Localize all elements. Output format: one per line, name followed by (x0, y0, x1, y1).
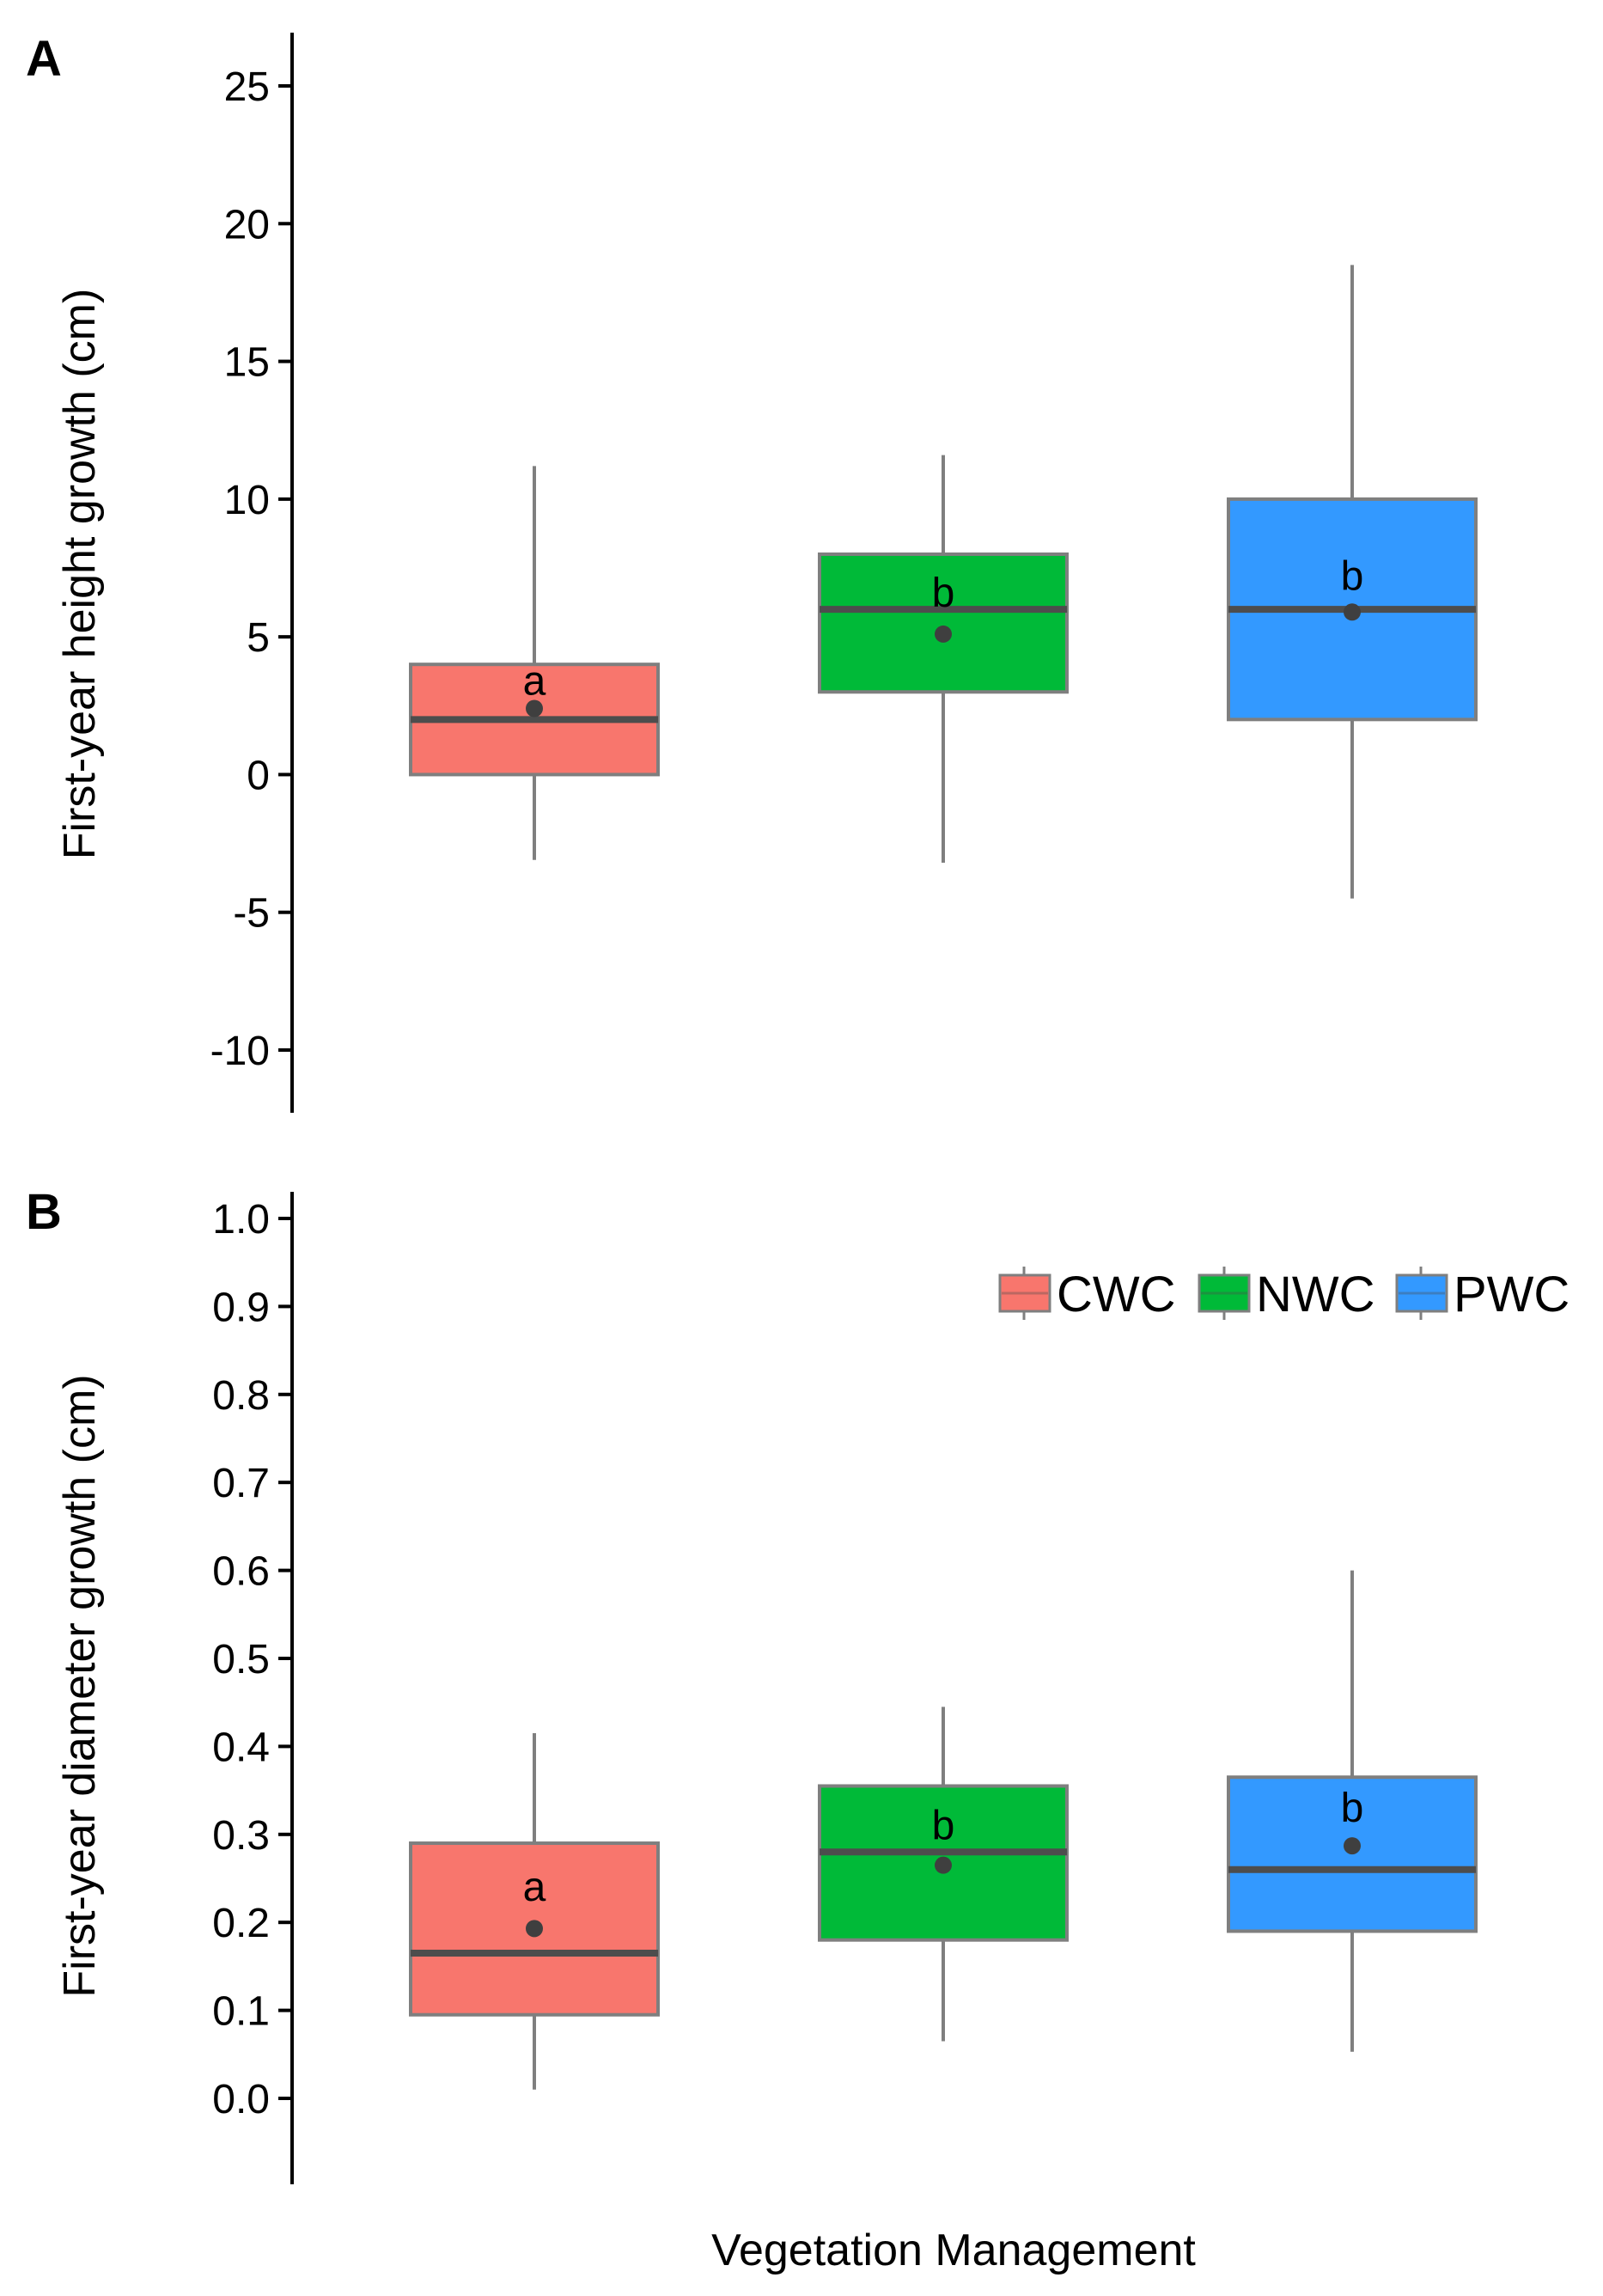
legend-label-pwc: PWC (1454, 1267, 1569, 1322)
significance-label: b (1341, 1786, 1364, 1831)
y-tick-label: 1.0 (212, 1197, 270, 1243)
legend-label-nwc: NWC (1256, 1267, 1375, 1322)
panel-a-y-ticks: -10 -5 0 5 10 15 20 25 (210, 64, 292, 1074)
y-tick-label: 0.8 (212, 1373, 270, 1419)
mean-point (526, 699, 543, 718)
y-tick-label: 20 (224, 202, 270, 247)
panel-b: B First-year diameter growth (cm) 0.0 0.1… (26, 1184, 1569, 2184)
y-tick-label: 0.6 (212, 1549, 270, 1595)
box-cwc: a (409, 1733, 660, 2090)
significance-label: b (1341, 554, 1364, 600)
significance-label: b (932, 1804, 955, 1849)
legend: CWC NWC PWC (998, 1267, 1569, 1322)
significance-label: a (523, 1865, 546, 1910)
y-tick-label: 0.2 (212, 1901, 270, 1946)
mean-point (526, 1920, 543, 1938)
y-tick-label: 0 (247, 753, 270, 798)
box-nwc: b (818, 455, 1069, 864)
box-pwc: b (1227, 1570, 1478, 2052)
significance-label: b (932, 571, 955, 616)
y-tick-label: 25 (224, 64, 270, 110)
legend-label-cwc: CWC (1057, 1267, 1176, 1322)
y-tick-label: 0.0 (212, 2077, 270, 2122)
y-tick-label: 0.7 (212, 1461, 270, 1506)
mean-point (935, 1856, 952, 1874)
box-body (818, 552, 1069, 694)
panel-b-y-ticks: 0.0 0.1 0.2 0.3 0.4 0.5 0.6 0.7 0.8 0.9 1.0 (212, 1197, 292, 2122)
mean-point (1344, 603, 1361, 621)
y-tick-label: 0.1 (212, 1989, 270, 2035)
panel-a-y-axis-title: First-year height growth (cm) (55, 289, 105, 860)
x-axis-title: Vegetation Management (711, 2226, 1196, 2275)
y-tick-label: 0.4 (212, 1725, 270, 1770)
box-nwc: b (818, 1707, 1069, 2042)
legend-key-pwc (1395, 1273, 1448, 1313)
y-tick-label: 10 (224, 478, 270, 523)
mean-point (935, 625, 952, 643)
y-tick-label: 0.3 (212, 1813, 270, 1859)
legend-key-nwc (1198, 1273, 1251, 1313)
legend-item-pwc: PWC (1395, 1267, 1569, 1322)
box-cwc: a (409, 466, 660, 860)
legend-item-nwc: NWC (1198, 1267, 1375, 1322)
mean-point (1344, 1837, 1361, 1855)
panel-a: A First-year height growth (cm) -10 -5 0 5 1… (26, 31, 1478, 1113)
y-tick-label: 0.5 (212, 1637, 270, 1682)
panel-b-letter: B (26, 1184, 62, 1240)
y-tick-label: 5 (247, 615, 270, 661)
y-tick-label: 15 (224, 340, 270, 386)
legend-key-cwc (998, 1273, 1051, 1313)
panel-a-boxes: a b b (409, 265, 1478, 899)
y-tick-label: -10 (210, 1029, 270, 1074)
panel-a-letter: A (26, 31, 62, 87)
significance-label: a (523, 658, 546, 704)
legend-item-cwc: CWC (998, 1267, 1176, 1322)
y-tick-label: -5 (233, 891, 270, 937)
y-tick-label: 0.9 (212, 1285, 270, 1330)
box-pwc: b (1227, 265, 1478, 899)
panel-b-boxes: a b b (409, 1570, 1478, 2090)
panel-b-y-axis-title: First-year diameter growth (cm) (55, 1374, 105, 1997)
